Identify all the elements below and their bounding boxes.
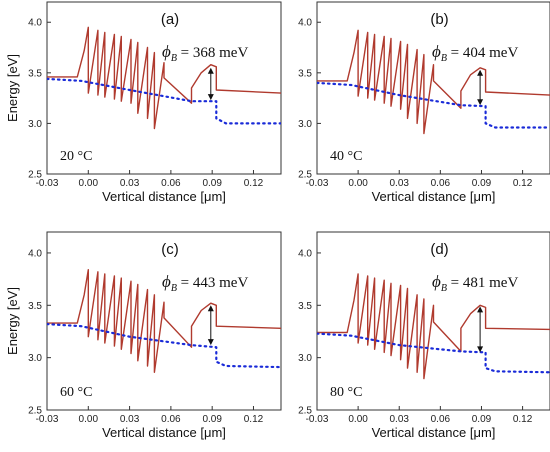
plot-area bbox=[47, 269, 281, 373]
conduction-band-line bbox=[317, 273, 550, 380]
y-tick-label: 2.5 bbox=[28, 406, 42, 417]
panel-c: -0.03 0.00 0.03 0.06 0.09 0.12 2.5 3.0 3.5 4.0 Ver… bbox=[5, 231, 282, 440]
x-tick-label: 0.00 bbox=[348, 414, 368, 425]
x-tick-label: 0.03 bbox=[390, 178, 410, 189]
plot-area bbox=[47, 26, 281, 130]
barrier-arrow-head-up bbox=[477, 306, 484, 313]
x-tick-label: 0.06 bbox=[431, 414, 451, 425]
x-axis-label: Vertical distance [μm] bbox=[102, 425, 226, 440]
temperature-label: 20 °C bbox=[60, 149, 92, 164]
plot-frame bbox=[316, 1, 550, 175]
panel-label: (d) bbox=[430, 241, 448, 258]
temperature-label: 40 °C bbox=[330, 149, 362, 164]
y-tick-label: 3.0 bbox=[28, 119, 42, 130]
barrier-arrow-head-up bbox=[207, 67, 214, 74]
x-tick-label: 0.06 bbox=[161, 414, 181, 425]
x-tick-label: 0.09 bbox=[202, 414, 222, 425]
x-tick-label: 0.09 bbox=[472, 178, 492, 189]
barrier-arrow-head-up bbox=[207, 305, 214, 312]
y-tick-label: 3.5 bbox=[298, 301, 312, 312]
plot-frame bbox=[316, 231, 550, 411]
y-tick-label: 4.0 bbox=[298, 248, 312, 259]
x-axis-label: Vertical distance [μm] bbox=[372, 189, 496, 204]
y-tick-label: 2.5 bbox=[298, 406, 312, 417]
x-tick-label: -0.03 bbox=[306, 414, 329, 425]
y-tick-label: 4.0 bbox=[28, 18, 42, 29]
x-tick-label: 0.12 bbox=[244, 414, 264, 425]
fermi-level-line bbox=[317, 332, 550, 374]
barrier-arrow-head-down bbox=[207, 94, 214, 101]
temperature-label: 80 °C bbox=[330, 385, 362, 400]
x-tick-label: 0.00 bbox=[79, 414, 99, 425]
barrier-height-annotation: ϕB = 404 meV bbox=[432, 42, 518, 64]
conduction-band-line bbox=[47, 269, 281, 373]
fermi-level-line bbox=[317, 81, 550, 129]
panel-label: (c) bbox=[161, 241, 179, 258]
barrier-arrow-head-up bbox=[477, 69, 484, 76]
barrier-height-annotation: ϕB = 481 meV bbox=[432, 272, 518, 294]
barrier-arrow-head-down bbox=[477, 346, 484, 353]
x-tick-label: 0.03 bbox=[120, 178, 140, 189]
y-axis-label: Energy [eV] bbox=[5, 54, 20, 122]
y-tick-label: 3.5 bbox=[28, 301, 42, 312]
plot-frame bbox=[46, 1, 282, 175]
y-tick-label: 4.0 bbox=[28, 248, 42, 259]
fermi-level-line bbox=[47, 323, 281, 369]
fermi-level-line bbox=[47, 77, 281, 125]
barrier-arrow-head-down bbox=[207, 339, 214, 346]
plot-area bbox=[317, 273, 550, 380]
panel-b: -0.03 0.00 0.03 0.06 0.09 0.12 2.5 3.0 3.5 4.0 Ver… bbox=[298, 1, 550, 204]
panel-label: (a) bbox=[161, 11, 179, 28]
x-tick-label: 0.06 bbox=[431, 178, 451, 189]
panel-label: (b) bbox=[430, 11, 448, 28]
x-tick-label: 0.12 bbox=[513, 178, 533, 189]
y-tick-label: 3.0 bbox=[298, 353, 312, 364]
y-tick-label: 3.5 bbox=[28, 68, 42, 79]
x-tick-label: 0.06 bbox=[161, 178, 181, 189]
x-tick-label: -0.03 bbox=[36, 414, 59, 425]
x-tick-label: 0.09 bbox=[202, 178, 222, 189]
plot-area bbox=[317, 29, 550, 135]
barrier-arrow-head-down bbox=[477, 99, 484, 106]
x-tick-label: 0.12 bbox=[244, 178, 264, 189]
x-axis-label: Vertical distance [μm] bbox=[102, 189, 226, 204]
x-tick-label: 0.03 bbox=[390, 414, 410, 425]
y-tick-label: 3.5 bbox=[298, 68, 312, 79]
y-tick-label: 2.5 bbox=[298, 170, 312, 181]
y-axis-label: Energy [eV] bbox=[5, 287, 20, 355]
y-tick-label: 3.0 bbox=[28, 353, 42, 364]
barrier-height-annotation: ϕB = 443 meV bbox=[162, 272, 248, 294]
conduction-band-line bbox=[47, 26, 281, 130]
x-tick-label: 0.03 bbox=[120, 414, 140, 425]
x-axis-label: Vertical distance [μm] bbox=[372, 425, 496, 440]
temperature-label: 60 °C bbox=[60, 385, 92, 400]
y-tick-label: 4.0 bbox=[298, 18, 312, 29]
panel-a: -0.03 0.00 0.03 0.06 0.09 0.12 2.5 3.0 3.5 4.0 Ver… bbox=[5, 1, 282, 204]
y-tick-label: 3.0 bbox=[298, 119, 312, 130]
conduction-band-line bbox=[317, 29, 550, 135]
panel-d: -0.03 0.00 0.03 0.06 0.09 0.12 2.5 3.0 3.5 4.0 Ver… bbox=[298, 231, 550, 440]
y-tick-label: 2.5 bbox=[28, 170, 42, 181]
x-tick-label: 0.00 bbox=[348, 178, 368, 189]
x-tick-label: 0.12 bbox=[513, 414, 533, 425]
x-tick-label: -0.03 bbox=[36, 178, 59, 189]
x-tick-label: 0.09 bbox=[472, 414, 492, 425]
barrier-height-annotation: ϕB = 368 meV bbox=[162, 42, 248, 64]
x-tick-label: 0.00 bbox=[79, 178, 99, 189]
x-tick-label: -0.03 bbox=[306, 178, 329, 189]
plot-frame bbox=[46, 231, 282, 411]
